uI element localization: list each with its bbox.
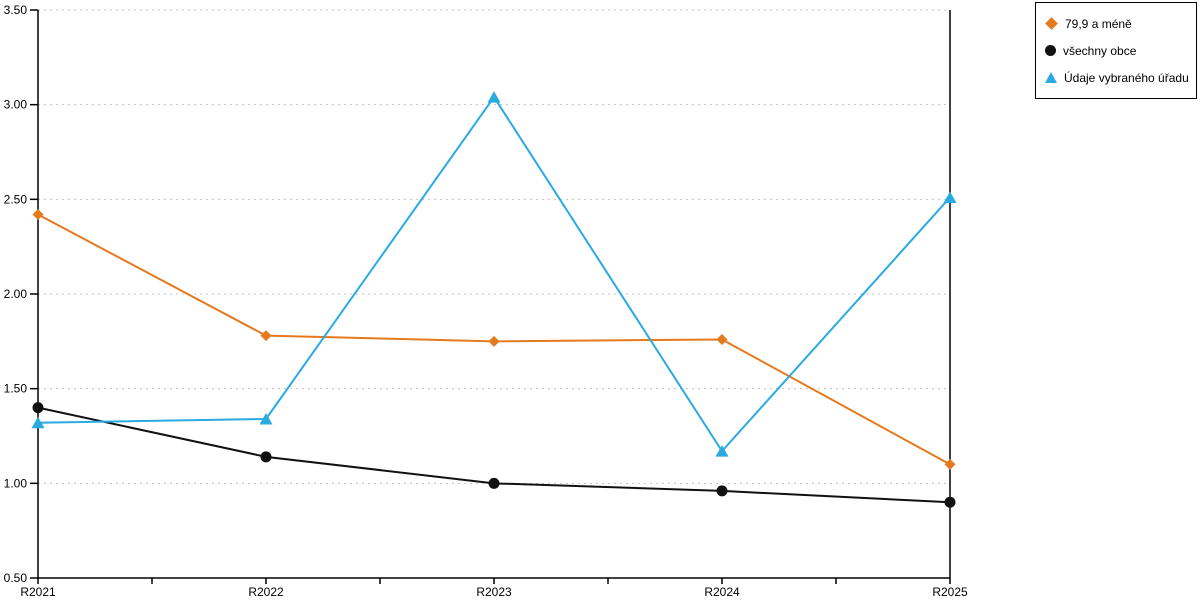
data-point-marker [488,477,500,489]
legend: 79,9 a méně všechny obce Údaje vybraného… [1035,2,1197,99]
x-tick-label: R2025 [932,585,968,599]
data-point-marker [260,330,272,342]
data-point-marker [32,208,44,220]
circle-icon [1045,45,1056,56]
x-tick-label: R2024 [704,585,740,599]
data-point-marker [260,451,272,463]
y-tick-label: 3.00 [4,98,28,112]
data-point-marker [944,458,956,470]
y-tick-label: 2.00 [4,287,28,301]
legend-label: Údaje vybraného úřadu [1064,70,1189,85]
data-point-marker [944,496,956,508]
data-point-marker [32,402,44,414]
data-point-marker [259,412,273,425]
x-tick-label: R2021 [20,585,56,599]
y-tick-label: 1.50 [4,382,28,396]
legend-label: všechny obce [1063,43,1137,58]
y-tick-label: 1.00 [4,476,28,490]
data-point-marker [716,485,728,497]
legend-item: všechny obce [1045,37,1192,64]
y-tick-label: 2.50 [4,192,28,206]
x-tick-label: R2023 [476,585,512,599]
y-tick-label: 0.50 [4,571,28,585]
x-tick-label: R2022 [248,585,284,599]
y-tick-label: 3.50 [4,3,28,17]
data-point-marker [487,91,501,103]
data-point-marker [31,416,45,429]
data-point-marker [716,333,728,345]
data-point-marker [488,335,500,347]
legend-label: 79,9 a méně [1065,16,1132,31]
legend-item: Údaje vybraného úřadu [1045,64,1192,91]
data-point-marker [943,191,957,203]
triangle-icon [1045,72,1057,83]
diamond-icon [1045,17,1058,30]
data-point-marker [715,445,729,457]
legend-item: 79,9 a méně [1045,10,1192,37]
series-line [37,95,951,453]
